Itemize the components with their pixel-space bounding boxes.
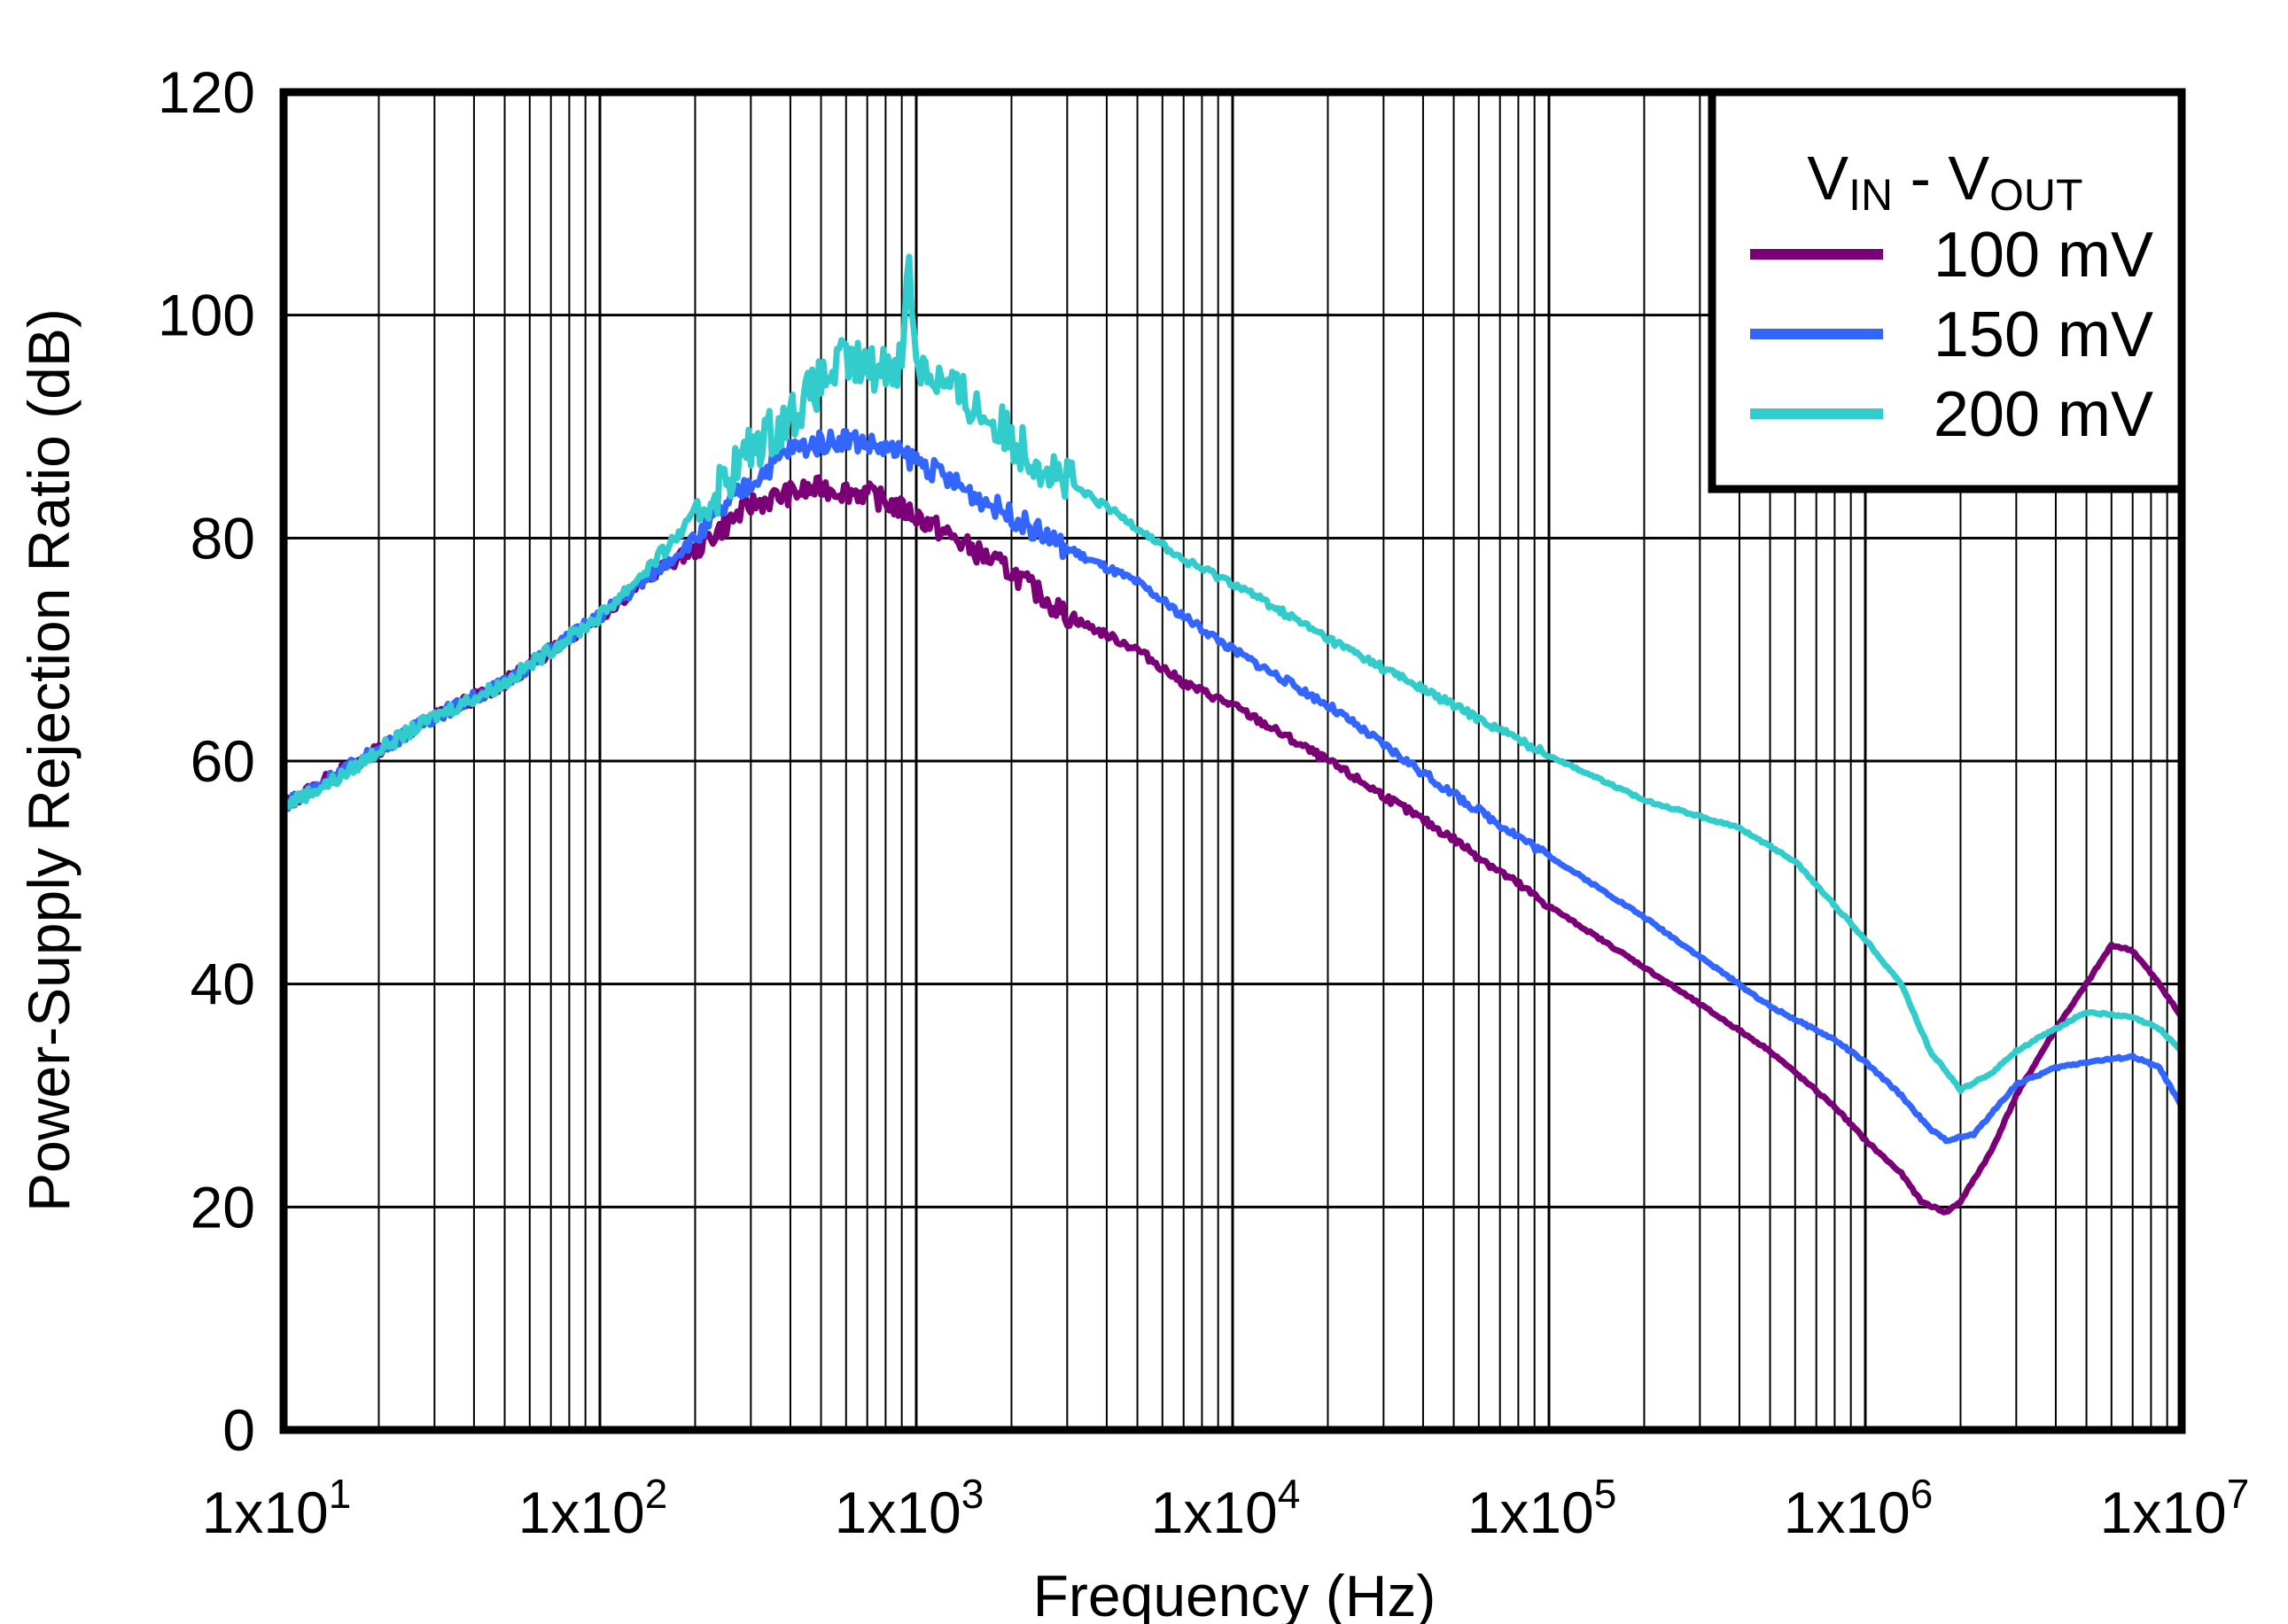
y-tick-label: 60 xyxy=(191,728,255,794)
legend-box xyxy=(1708,88,2186,493)
legend-label: 150 mV xyxy=(1934,299,2153,370)
legend-label: 200 mV xyxy=(1934,379,2153,450)
x-tick-label: 1x103 xyxy=(835,1471,984,1545)
series-line-200-mV xyxy=(280,253,2184,1094)
y-axis-label: Power-Supply Rejection Ratio (dB) xyxy=(16,308,82,1212)
x-tick-label: 1x104 xyxy=(1151,1471,1301,1545)
plot-frame xyxy=(279,88,2186,1434)
x-tick-label: 1x102 xyxy=(518,1471,668,1545)
x-tick-label: 1x106 xyxy=(1784,1471,1934,1545)
y-tick-label: 80 xyxy=(191,505,255,571)
y-tick-label: 20 xyxy=(191,1174,255,1239)
y-tick-label: 120 xyxy=(158,59,255,125)
y-tick-label: 0 xyxy=(222,1397,255,1463)
legend: VIN - VOUT 100 mV 150 mV 200 mV xyxy=(1708,88,2186,493)
x-axis-label: Frequency (Hz) xyxy=(1033,1563,1436,1624)
legend-label: 100 mV xyxy=(1934,220,2153,291)
y-tick-label: 40 xyxy=(191,952,255,1017)
y-tick-label: 100 xyxy=(158,283,255,348)
x-tick-label: 1x107 xyxy=(2100,1471,2250,1545)
series-group xyxy=(280,253,2185,1216)
legend-title: VIN - VOUT xyxy=(1807,144,2082,220)
x-tick-label: 1x105 xyxy=(1467,1471,1617,1545)
axes: 0 20 40 60 80 100 120 1x101 1x102 1x103 1x104 1x105… xyxy=(158,59,2249,1545)
x-tick-label: 1x101 xyxy=(202,1471,352,1545)
